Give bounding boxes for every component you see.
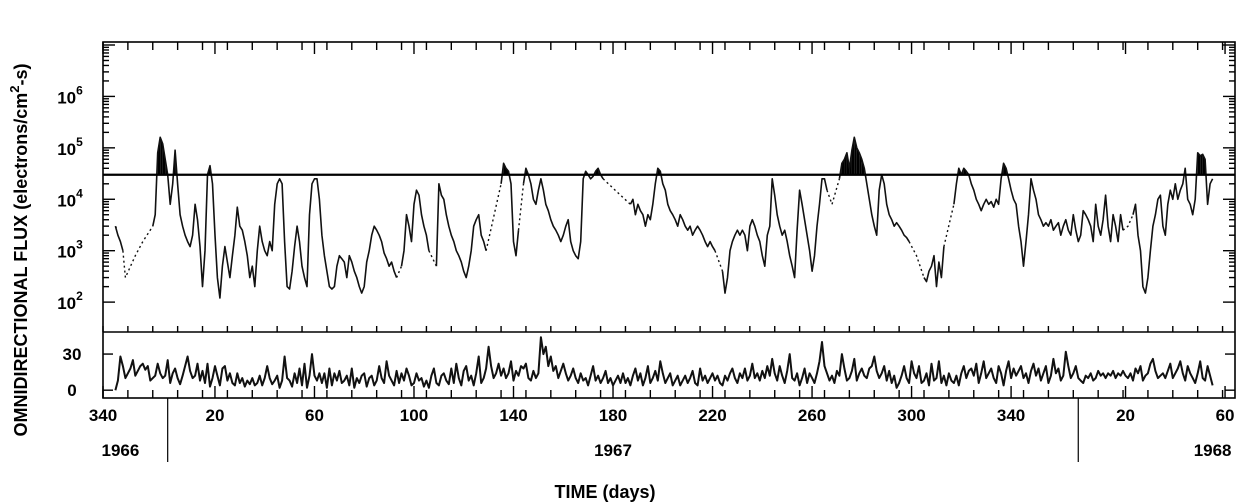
y-tick-exponent: 5: [76, 135, 83, 149]
excess-fill-region: [160, 137, 163, 175]
x-tick-label: 220: [698, 406, 726, 425]
lower-count-series: [114, 336, 1214, 391]
y-tick-label: 105: [57, 135, 83, 159]
lower-series-line: [114, 336, 1214, 391]
excess-fill-region: [856, 147, 860, 175]
flux-gap-segment: [517, 183, 525, 231]
threshold-excess-fill: [156, 137, 1206, 175]
flux-segment: [721, 178, 828, 294]
lower-y-tick-label: 30: [63, 345, 82, 364]
flux-gap-segment: [485, 183, 502, 251]
flux-segment: [435, 183, 487, 279]
x-tick-label: 100: [400, 406, 428, 425]
flux-gap-segment: [826, 178, 841, 207]
y-axis-title-main: OMNIDIRECTIONAL FLUX (electrons/cm: [11, 93, 31, 437]
x-tick-label: 60: [1216, 406, 1235, 425]
year-label: 1967: [594, 441, 632, 460]
flux-gap-segment: [1122, 214, 1134, 231]
flux-gap-segment: [122, 225, 154, 281]
x-tick-label: 260: [798, 406, 826, 425]
flux-segment: [152, 136, 398, 299]
lower-y-tick-label: 0: [67, 381, 76, 400]
x-tick-label: 340: [997, 406, 1025, 425]
y-tick-base: 10: [57, 243, 76, 262]
flux-gap-segment: [602, 178, 631, 205]
flux-segment: [1132, 152, 1214, 294]
y-tick-label: 106: [57, 83, 83, 107]
flux-segment: [114, 225, 124, 251]
excess-fill-region: [1197, 152, 1201, 175]
y-tick-label: 102: [57, 289, 83, 313]
upper-flux-series: [114, 136, 1214, 299]
y-axis-title-sup: 2: [7, 86, 22, 93]
flux-segment: [629, 167, 716, 252]
x-axis-title: TIME (days): [554, 482, 655, 502]
flux-segment: [953, 162, 1124, 267]
x-axis-ticks: 340 20 60 100 140 180 220 260 300 340 20 60: [89, 42, 1235, 425]
y-tick-base: 10: [57, 140, 76, 159]
y-tick-label: 103: [57, 238, 83, 262]
y-tick-exponent: 6: [76, 83, 83, 97]
flux-segment: [923, 246, 945, 288]
x-tick-label: 180: [599, 406, 627, 425]
y-tick-base: 10: [57, 88, 76, 107]
y-tick-exponent: 4: [76, 186, 83, 200]
flux-gap-segment: [395, 265, 403, 278]
y-axis-title-tail: -s): [11, 64, 31, 86]
flux-gap-segment: [943, 204, 955, 247]
flux-gap-segment: [714, 250, 724, 272]
y-axis-title: OMNIDIRECTIONAL FLUX (electrons/cm2-s): [7, 64, 31, 437]
excess-fill-region: [1200, 154, 1203, 175]
x-tick-label: 300: [897, 406, 925, 425]
year-label: 1966: [102, 441, 140, 460]
y-tick-exponent: 3: [76, 238, 83, 252]
year-label: 1968: [1194, 441, 1232, 460]
excess-fill-region: [851, 137, 855, 175]
x-tick-label: 140: [499, 406, 527, 425]
flux-segment: [838, 136, 910, 243]
y-tick-base: 10: [57, 294, 76, 313]
x-tick-label: 340: [89, 406, 117, 425]
y-tick-label: 104: [57, 186, 83, 210]
flux-segment: [400, 189, 430, 267]
x-tick-label: 20: [205, 406, 224, 425]
flux-gap-segment: [908, 241, 925, 278]
y-tick-base: 10: [57, 191, 76, 210]
x-tick-label: 60: [305, 406, 324, 425]
flux-segment: [500, 162, 520, 257]
x-tick-label: 20: [1116, 406, 1135, 425]
y-tick-exponent: 2: [76, 289, 83, 303]
flux-gap-segment: [428, 250, 438, 267]
year-labels: 1966 1967 1968: [102, 398, 1232, 462]
flux-gap-segment: [114, 225, 119, 231]
flux-segment: [522, 167, 604, 260]
excess-fill-region: [157, 137, 161, 175]
